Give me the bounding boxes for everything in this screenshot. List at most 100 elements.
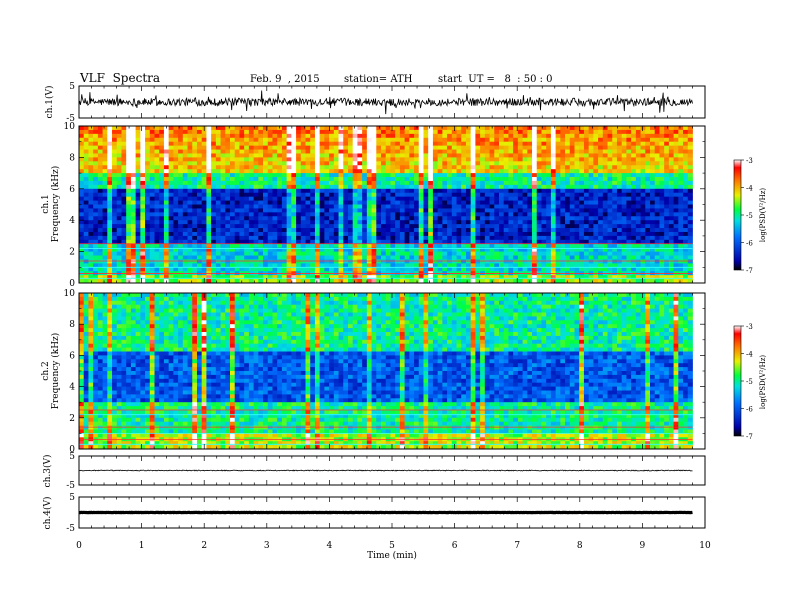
spectrogram-cell (135, 169, 141, 174)
spectrogram-cell (560, 263, 566, 268)
spectrogram-cell (664, 200, 670, 205)
spectrogram-cell (442, 169, 448, 174)
spectrogram-cell (362, 228, 368, 233)
spectrogram-cell (437, 184, 443, 190)
spectrogram-cell (579, 224, 585, 229)
spectrogram-cell (178, 208, 184, 213)
spectrogram-cell (329, 173, 335, 178)
spectrogram-cell (102, 161, 108, 166)
spectrogram-cell (532, 239, 538, 245)
spectrogram-cell (598, 192, 604, 198)
spectrogram-cell (93, 275, 99, 280)
spectrogram-cell (83, 267, 89, 272)
spectrogram-cell (583, 180, 590, 186)
spectrogram-cell (135, 247, 141, 253)
spectrogram-cell (654, 251, 660, 256)
spectrogram-cell (211, 180, 217, 186)
spectrogram-cell (140, 161, 146, 166)
spectrogram-cell (616, 228, 623, 233)
spectrogram-cell (560, 141, 566, 147)
spectrogram-cell (211, 228, 217, 233)
spectrogram-cell (423, 133, 429, 139)
spectrogram-cell (390, 129, 396, 135)
spectrogram-cell (536, 212, 542, 217)
spectrogram-cell (541, 145, 547, 150)
spectrogram-cell (135, 251, 141, 256)
spectrogram-cell (102, 133, 108, 139)
spectrogram-cell (626, 192, 632, 198)
spectrogram-cell (107, 224, 113, 229)
spectrogram-cell (286, 149, 292, 154)
spectrogram-cell (418, 180, 424, 186)
spectrogram-cell (220, 173, 226, 178)
spectrogram-cell (546, 243, 552, 249)
spectrogram-cell (475, 188, 481, 194)
spectrogram-cell (230, 153, 236, 158)
spectrogram-cell (267, 149, 273, 154)
spectrogram-cell (626, 137, 632, 143)
spectrogram-cell (499, 247, 505, 253)
spectrogram-cell (447, 235, 453, 241)
spectrogram-cell (404, 231, 410, 237)
spectrogram-cell (267, 161, 273, 166)
spectrogram-cell (258, 161, 264, 166)
spectrogram-cell (112, 263, 118, 268)
spectrogram-cell (513, 235, 519, 241)
spectrogram-cell (574, 177, 580, 182)
spectrogram-cell (550, 149, 557, 154)
spectrogram-cell (480, 267, 486, 272)
spectrogram-cell (560, 235, 566, 241)
spectrogram-cell (338, 231, 344, 237)
spectrogram-cell (300, 239, 306, 245)
spectrogram-cell (414, 149, 420, 154)
spectrogram-cell (437, 228, 443, 233)
spectrogram-cell (612, 255, 618, 260)
spectrogram-cell (442, 184, 448, 190)
spectrogram-cell (102, 231, 108, 237)
spectrogram-cell (470, 279, 476, 284)
spectrogram-cell (83, 247, 89, 253)
spectrogram-cell (357, 129, 363, 135)
spectrogram-cell (201, 275, 207, 280)
spectrogram-cell (121, 212, 127, 217)
spectrogram-cell (588, 153, 594, 158)
spectrogram-cell (465, 145, 472, 150)
spectrogram-cell (154, 184, 160, 190)
spectrogram-cell (588, 141, 594, 147)
spectrogram-cell (555, 247, 561, 253)
spectrogram-cell (645, 153, 651, 158)
spectrogram-cell (569, 279, 575, 284)
spectrogram-cell (404, 239, 410, 245)
spectrogram-cell (300, 165, 306, 170)
spectrogram-cell (423, 137, 429, 143)
spectrogram-cell (522, 259, 528, 264)
spectrogram-cell (310, 228, 316, 233)
spectrogram-cell (635, 275, 641, 280)
spectrogram-cell (225, 200, 231, 205)
spectrogram-cell (173, 275, 179, 280)
spectrogram-cell (395, 133, 401, 139)
spectrogram-cell (324, 137, 330, 143)
spectrogram-cell (437, 196, 443, 201)
spectrogram-cell (522, 204, 528, 209)
spectrogram-cell (631, 224, 637, 229)
spectrogram-cell (395, 216, 401, 221)
spectrogram-cell (494, 267, 500, 272)
spectrogram-cell (376, 224, 382, 229)
spectrogram-cell (423, 255, 429, 260)
spectrogram-cell (645, 149, 651, 154)
spectrogram-cell (244, 173, 250, 178)
spectrogram-cell (116, 259, 122, 264)
spectrogram-cell (253, 247, 259, 253)
spectrogram-cell (484, 133, 490, 139)
spectrogram-cell (593, 208, 599, 213)
spectrogram-cell (579, 180, 585, 186)
spectrogram-cell (178, 228, 184, 233)
spectrogram-cell (536, 220, 542, 225)
spectrogram-cell (305, 145, 311, 150)
spectrogram-cell (550, 275, 557, 280)
spectrogram-cell (168, 180, 174, 186)
spectrogram-cell (574, 255, 580, 260)
spectrogram-cell (97, 126, 103, 131)
spectrogram-cell (414, 145, 420, 150)
